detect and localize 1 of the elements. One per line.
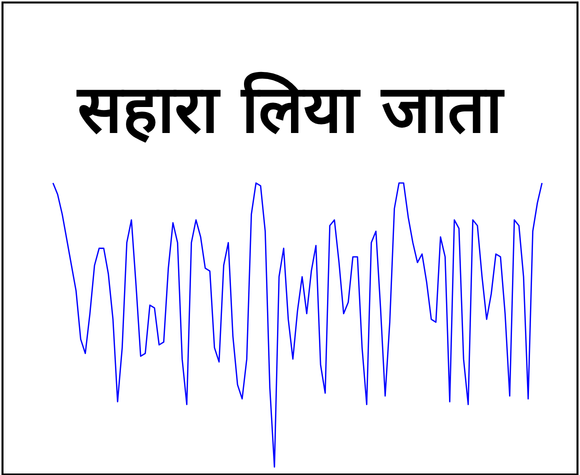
chart-title: सहारा लिया जाता xyxy=(76,71,506,148)
